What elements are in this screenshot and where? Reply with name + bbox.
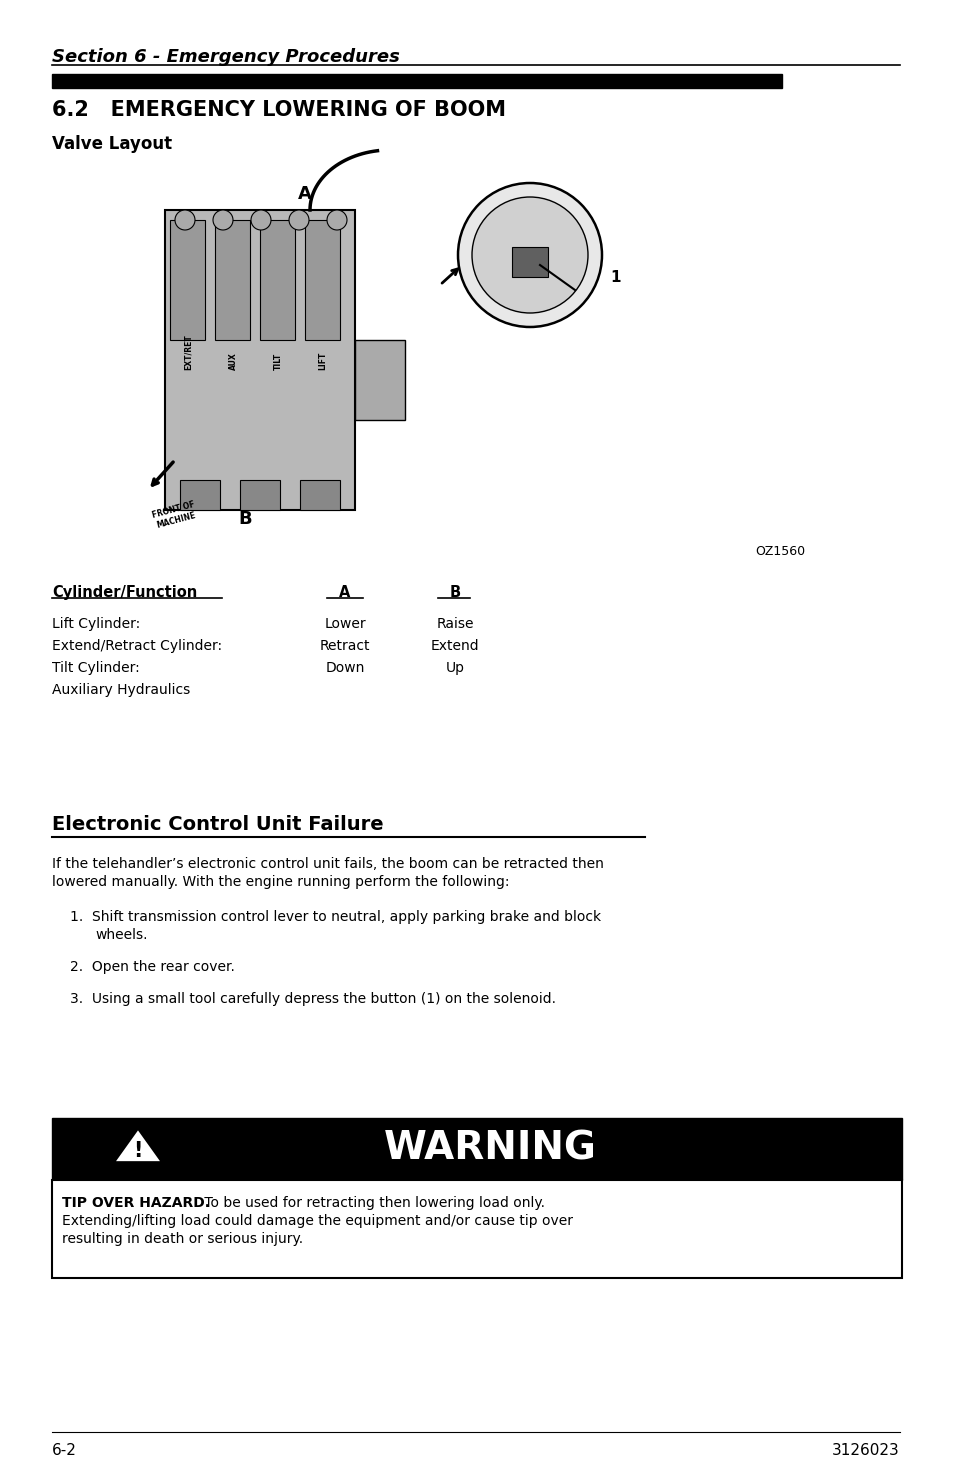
Bar [512, 246, 547, 277]
Circle shape [174, 209, 194, 230]
Text: If the telehandler’s electronic control unit fails, the boom can be retracted th: If the telehandler’s electronic control … [52, 857, 603, 872]
Text: TILT: TILT [274, 353, 282, 370]
Text: B: B [238, 510, 252, 528]
Text: A: A [339, 586, 351, 600]
Text: FRONT OF
MACHINE: FRONT OF MACHINE [152, 500, 198, 530]
Text: LIFT: LIFT [318, 351, 327, 370]
Text: Raise: Raise [436, 617, 474, 631]
Text: Extend: Extend [430, 639, 478, 653]
Text: OZ1560: OZ1560 [754, 544, 804, 558]
Text: 3.  Using a small tool carefully depress the button (1) on the solenoid.: 3. Using a small tool carefully depress … [70, 993, 556, 1006]
Text: Retract: Retract [319, 639, 370, 653]
Circle shape [251, 209, 271, 230]
Text: lowered manually. With the engine running perform the following:: lowered manually. With the engine runnin… [52, 875, 509, 889]
Text: Electronic Control Unit Failure: Electronic Control Unit Failure [52, 816, 383, 833]
Text: Up: Up [445, 661, 464, 676]
Text: 6.2   EMERGENCY LOWERING OF BOOM: 6.2 EMERGENCY LOWERING OF BOOM [52, 100, 505, 119]
Bar [52, 74, 781, 88]
Text: EXT/RET: EXT/RET [183, 335, 193, 370]
Bar [214, 220, 250, 341]
Text: 1: 1 [609, 270, 619, 285]
Circle shape [472, 198, 587, 313]
Text: Down: Down [325, 661, 364, 676]
Text: Cylinder/Function: Cylinder/Function [52, 586, 197, 600]
Circle shape [289, 209, 309, 230]
Bar [355, 341, 405, 420]
Text: 6-2: 6-2 [52, 1443, 77, 1457]
Text: TIP OVER HAZARD.: TIP OVER HAZARD. [62, 1196, 210, 1210]
Circle shape [213, 209, 233, 230]
Bar [52, 1180, 901, 1277]
Text: wheels.: wheels. [95, 928, 148, 943]
Circle shape [327, 209, 347, 230]
Text: AUX: AUX [229, 353, 237, 370]
Text: WARNING: WARNING [383, 1130, 596, 1168]
Bar [305, 220, 339, 341]
Bar [165, 209, 355, 510]
Text: Valve Layout: Valve Layout [52, 136, 172, 153]
Text: A: A [297, 184, 312, 204]
Text: Auxiliary Hydraulics: Auxiliary Hydraulics [52, 683, 190, 698]
Text: !: ! [133, 1142, 143, 1161]
Text: B: B [449, 586, 460, 600]
Bar [52, 1118, 901, 1180]
Text: Extending/lifting load could damage the equipment and/or cause tip over: Extending/lifting load could damage the … [62, 1214, 573, 1229]
Text: Extend/Retract Cylinder:: Extend/Retract Cylinder: [52, 639, 222, 653]
Text: To be used for retracting then lowering load only.: To be used for retracting then lowering … [200, 1196, 544, 1210]
Text: 3126023: 3126023 [831, 1443, 899, 1457]
Text: resulting in death or serious injury.: resulting in death or serious injury. [62, 1232, 303, 1246]
Text: 1.  Shift transmission control lever to neutral, apply parking brake and block: 1. Shift transmission control lever to n… [70, 910, 600, 923]
Bar [299, 479, 339, 510]
Bar [260, 220, 294, 341]
Text: Tilt Cylinder:: Tilt Cylinder: [52, 661, 139, 676]
Bar [170, 220, 205, 341]
Bar [180, 479, 220, 510]
Polygon shape [113, 1128, 162, 1162]
Circle shape [457, 183, 601, 327]
Text: Lift Cylinder:: Lift Cylinder: [52, 617, 140, 631]
Text: 2.  Open the rear cover.: 2. Open the rear cover. [70, 960, 234, 974]
Text: Section 6 - Emergency Procedures: Section 6 - Emergency Procedures [52, 49, 399, 66]
Bar [240, 479, 280, 510]
Text: Lower: Lower [324, 617, 365, 631]
